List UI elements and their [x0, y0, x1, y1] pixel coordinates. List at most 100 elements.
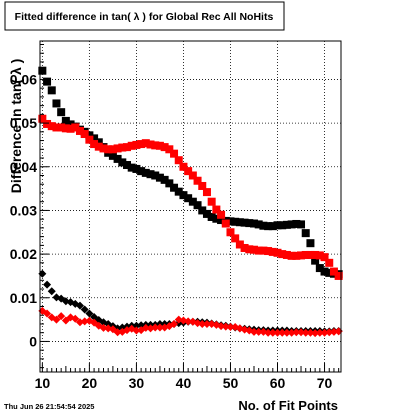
- data-point-series-1: [123, 161, 132, 170]
- data-point-series-1: [132, 164, 141, 173]
- data-point-series-4: [170, 319, 179, 328]
- data-point-series-2: [273, 248, 282, 257]
- data-point-series-1: [47, 86, 56, 95]
- data-point-series-4: [221, 322, 230, 331]
- data-point-series-1: [94, 138, 103, 147]
- data-point-series-1: [57, 108, 66, 117]
- data-point-series-4: [264, 328, 273, 337]
- data-point-series-2: [66, 124, 75, 133]
- data-point-series-2: [278, 250, 287, 259]
- data-point-series-2: [165, 145, 174, 154]
- data-point-series-2: [306, 250, 315, 259]
- data-point-series-4: [278, 328, 287, 337]
- data-point-series-2: [160, 143, 169, 152]
- data-point-series-4: [329, 327, 338, 336]
- data-point-series-1: [137, 167, 146, 176]
- data-point-series-1: [320, 267, 329, 276]
- data-point-series-1: [165, 179, 174, 188]
- data-point-series-1: [297, 220, 306, 229]
- data-point-series-2: [235, 240, 244, 249]
- data-point-series-2: [320, 253, 329, 262]
- data-point-series-2: [90, 140, 99, 149]
- data-point-series-1: [311, 256, 320, 265]
- data-point-series-1: [315, 264, 324, 273]
- data-point-series-1: [235, 218, 244, 227]
- data-point-series-4: [273, 328, 282, 337]
- data-point-series-1: [212, 214, 221, 223]
- data-point-series-2: [61, 124, 70, 133]
- data-point-series-2: [127, 141, 136, 150]
- y-tick-label: 0.04: [10, 159, 37, 175]
- x-axis-label: No. of Fit Points: [238, 398, 338, 413]
- data-point-series-4: [113, 328, 122, 337]
- y-axis-label: Difference in tan( λ ): [8, 59, 24, 194]
- data-point-series-4: [297, 328, 306, 337]
- data-point-series-4: [254, 327, 263, 336]
- data-point-series-2: [104, 145, 113, 154]
- x-tick-label: 30: [129, 375, 145, 391]
- y-tick-label: 0.03: [10, 202, 37, 218]
- data-point-series-2: [301, 250, 310, 259]
- data-point-series-4: [287, 328, 296, 337]
- data-point-series-1: [240, 218, 249, 227]
- data-point-series-1: [61, 116, 70, 125]
- data-point-series-1: [85, 131, 94, 140]
- data-point-series-2: [264, 247, 273, 256]
- data-point-series-1: [66, 120, 75, 129]
- data-point-series-2: [259, 246, 268, 255]
- data-point-series-2: [174, 156, 183, 165]
- data-point-series-4: [325, 328, 334, 337]
- x-tick-label: 70: [317, 375, 333, 391]
- data-point-series-2: [311, 250, 320, 259]
- data-point-series-2: [212, 205, 221, 214]
- data-point-series-2: [132, 140, 141, 149]
- ticks-layer: [40, 43, 340, 372]
- data-point-series-2: [80, 130, 89, 139]
- chart-title: Fitted difference in tan( λ ) for Global…: [15, 11, 274, 23]
- data-point-series-1: [231, 217, 240, 226]
- data-point-series-1: [155, 173, 164, 182]
- data-point-series-2: [254, 246, 263, 255]
- data-point-series-2: [198, 181, 207, 190]
- data-point-series-2: [184, 167, 193, 176]
- data-point-series-2: [85, 135, 94, 144]
- x-tick-label: 50: [223, 375, 239, 391]
- data-point-series-1: [259, 221, 268, 230]
- data-point-series-1: [179, 191, 188, 200]
- data-point-series-2: [118, 143, 127, 152]
- data-point-series-1: [43, 77, 52, 86]
- data-point-series-1: [127, 163, 136, 172]
- data-point-series-2: [179, 162, 188, 171]
- data-point-series-1: [301, 229, 310, 238]
- data-point-series-2: [287, 251, 296, 260]
- data-point-series-3: [80, 305, 89, 314]
- data-point-series-2: [193, 176, 202, 185]
- data-point-series-1: [264, 222, 273, 231]
- data-point-series-2: [226, 228, 235, 237]
- data-point-series-2: [38, 114, 47, 123]
- data-point-series-2: [71, 123, 80, 132]
- data-point-series-2: [292, 251, 301, 260]
- data-point-series-2: [155, 141, 164, 150]
- data-point-series-1: [118, 158, 127, 167]
- data-point-series-2: [202, 188, 211, 197]
- y-tick-label: 0.06: [10, 71, 37, 87]
- data-point-series-4: [99, 323, 108, 332]
- data-point-series-1: [306, 239, 315, 248]
- data-point-series-4: [57, 312, 66, 321]
- data-point-series-4: [132, 326, 141, 335]
- timestamp: Thu Jun 26 21:54:54 2025: [4, 402, 94, 411]
- x-tick-label: 10: [35, 375, 51, 391]
- y-tick-label: 0.05: [10, 115, 37, 131]
- data-point-series-4: [311, 329, 320, 338]
- data-point-series-1: [292, 219, 301, 228]
- data-point-series-2: [334, 271, 343, 280]
- data-point-series-2: [221, 219, 230, 228]
- data-point-series-1: [282, 220, 291, 229]
- data-point-series-2: [325, 258, 334, 267]
- data-point-series-2: [43, 119, 52, 128]
- data-point-series-4: [198, 319, 207, 328]
- data-point-series-2: [268, 247, 277, 256]
- data-point-series-1: [108, 151, 117, 160]
- data-point-series-4: [301, 328, 310, 337]
